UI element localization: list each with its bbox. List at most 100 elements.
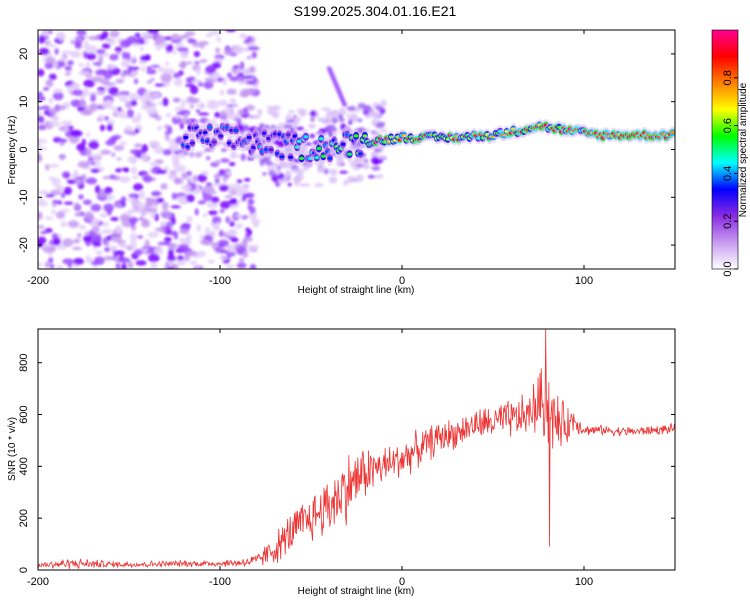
- noise-blob: [90, 93, 96, 103]
- noise-blob: [220, 158, 230, 163]
- noise-blob: [299, 111, 307, 117]
- noise-blob: [56, 104, 66, 111]
- noise-blob: [277, 179, 284, 185]
- noise-blob: [131, 43, 141, 47]
- noise-blob: [151, 141, 160, 148]
- noise-blob: [121, 263, 127, 269]
- noise-blob: [219, 255, 229, 261]
- noise-blob: [176, 260, 186, 266]
- noise-blob: [198, 234, 205, 239]
- colorbar-tick-label: 0.4: [722, 166, 734, 181]
- noise-blob: [101, 222, 110, 227]
- noise-blob: [69, 129, 82, 138]
- noise-blob: [174, 115, 181, 119]
- noise-blob: [155, 45, 162, 51]
- noise-blob: [162, 149, 173, 156]
- noise-blob: [224, 195, 233, 199]
- noise-blob: [38, 211, 43, 221]
- noise-blob: [245, 104, 255, 111]
- noise-blob: [224, 106, 232, 115]
- noise-blob: [173, 72, 181, 79]
- noise-blob: [329, 168, 338, 176]
- noise-blob: [74, 202, 80, 210]
- noise-blob: [204, 226, 211, 236]
- noise-blob: [136, 37, 145, 42]
- noise-blob: [147, 30, 159, 34]
- noise-blob: [176, 111, 186, 116]
- noise-blob: [136, 112, 142, 121]
- noise-blob: [154, 213, 159, 222]
- noise-blob: [247, 244, 257, 253]
- noise-blob: [103, 203, 114, 213]
- ridge-core: [218, 134, 224, 138]
- colorbar: 0.0 0.2 0.4 0.6 0.8 Normalized spectral ampl…: [711, 29, 749, 277]
- noise-blob: [243, 67, 252, 76]
- noise-blob: [62, 238, 74, 247]
- noise-blob: [146, 66, 152, 70]
- noise-blob: [197, 200, 207, 205]
- noise-blob: [117, 106, 122, 112]
- noise-blob: [321, 118, 330, 123]
- noise-blob: [228, 161, 236, 167]
- ridge-core: [670, 130, 675, 134]
- noise-blob: [38, 200, 49, 207]
- noise-blob: [85, 132, 91, 137]
- noise-blob: [118, 94, 129, 103]
- noise-blob: [123, 168, 130, 173]
- x-tick-label: -100: [209, 576, 231, 588]
- noise-blob: [56, 264, 64, 269]
- noise-blob: [181, 172, 189, 180]
- noise-blob: [168, 260, 174, 268]
- noise-blob: [84, 211, 94, 220]
- noise-blob: [46, 56, 56, 64]
- y-tick-label: 0: [18, 146, 30, 152]
- noise-blob: [197, 250, 206, 258]
- noise-blob: [43, 30, 49, 37]
- noise-blob: [180, 34, 190, 39]
- noise-blob: [115, 168, 122, 173]
- noise-blob: [170, 205, 182, 209]
- noise-blob: [155, 35, 166, 45]
- noise-blob: [168, 143, 180, 153]
- noise-blob: [103, 71, 113, 80]
- noise-blob: [179, 122, 184, 130]
- noise-blob: [207, 79, 217, 83]
- noise-blob: [178, 152, 187, 159]
- y-tick-label: 200: [18, 509, 30, 527]
- noise-blob: [233, 185, 242, 192]
- ridge-core: [211, 140, 217, 144]
- noise-blob: [51, 177, 61, 187]
- noise-blob: [52, 91, 64, 101]
- noise-blob: [287, 110, 295, 114]
- noise-blob: [114, 46, 123, 53]
- ridge-core: [279, 155, 285, 159]
- noise-blob: [164, 213, 172, 219]
- noise-blob: [229, 198, 238, 205]
- ridge-core: [303, 135, 309, 139]
- noise-blob: [171, 192, 177, 200]
- noise-blob: [153, 146, 165, 155]
- spectrogram-x-axis-label: Height of straight line (km): [298, 285, 415, 296]
- noise-blob: [73, 238, 81, 244]
- noise-blob: [236, 179, 243, 184]
- noise-blob: [48, 73, 57, 81]
- noise-blob: [135, 260, 147, 266]
- noise-blob: [336, 159, 341, 167]
- noise-blob: [72, 246, 83, 251]
- noise-blob: [96, 49, 106, 55]
- noise-blob: [346, 106, 357, 111]
- noise-blob: [122, 51, 127, 60]
- noise-blob: [45, 193, 55, 198]
- noise-blob: [375, 122, 385, 129]
- noise-blob: [78, 70, 91, 76]
- noise-blob: [150, 262, 158, 269]
- noise-blob: [323, 168, 329, 175]
- noise-blob: [154, 83, 165, 87]
- noise-blob: [109, 30, 120, 38]
- noise-blob: [268, 169, 276, 177]
- noise-blob: [45, 78, 54, 88]
- noise-blob: [150, 77, 155, 82]
- noise-blob: [183, 113, 189, 118]
- noise-blob: [67, 220, 80, 228]
